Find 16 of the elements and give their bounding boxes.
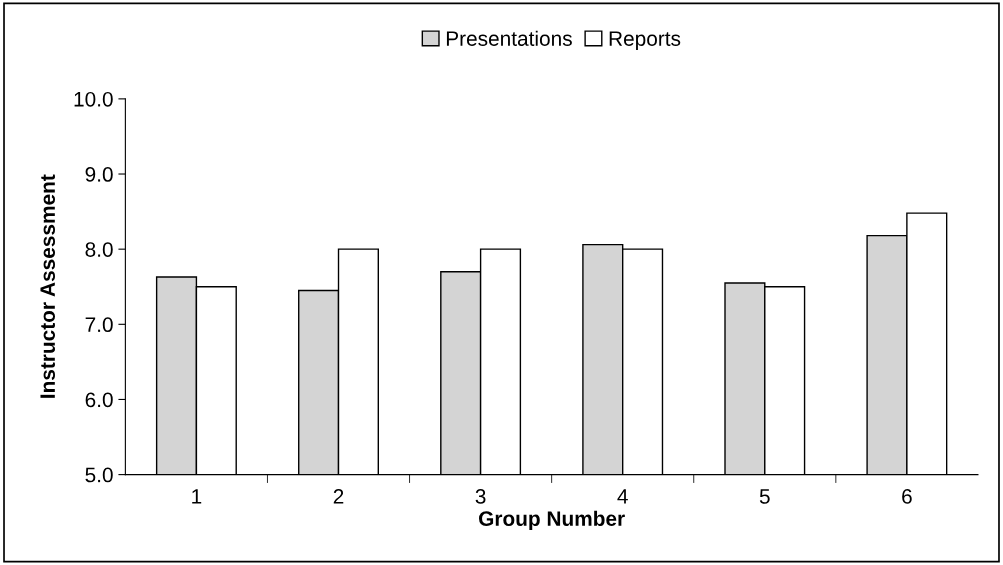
y-tick-label: 7.0 <box>85 317 113 333</box>
x-axis-title: Group Number <box>479 510 625 531</box>
legend-label: Presentations <box>446 30 572 46</box>
x-tick-label: 1 <box>192 489 202 504</box>
y-tick-label: 8.0 <box>85 242 113 257</box>
y-axis-title: Instructor Assessment <box>40 174 56 398</box>
x-tick-label: 5 <box>759 489 770 504</box>
x-tick-label: 3 <box>475 489 486 504</box>
y-tick-label: 9.0 <box>85 167 113 182</box>
y-tick-label: 10.0 <box>74 91 113 107</box>
legend-label: Reports <box>609 31 681 51</box>
x-tick-label: 6 <box>902 489 912 504</box>
y-tick-label: 6.0 <box>85 392 113 408</box>
x-tick-label: 2 <box>333 489 344 504</box>
x-tick-label: 4 <box>617 489 628 504</box>
y-tick-label: 5.0 <box>85 467 113 483</box>
